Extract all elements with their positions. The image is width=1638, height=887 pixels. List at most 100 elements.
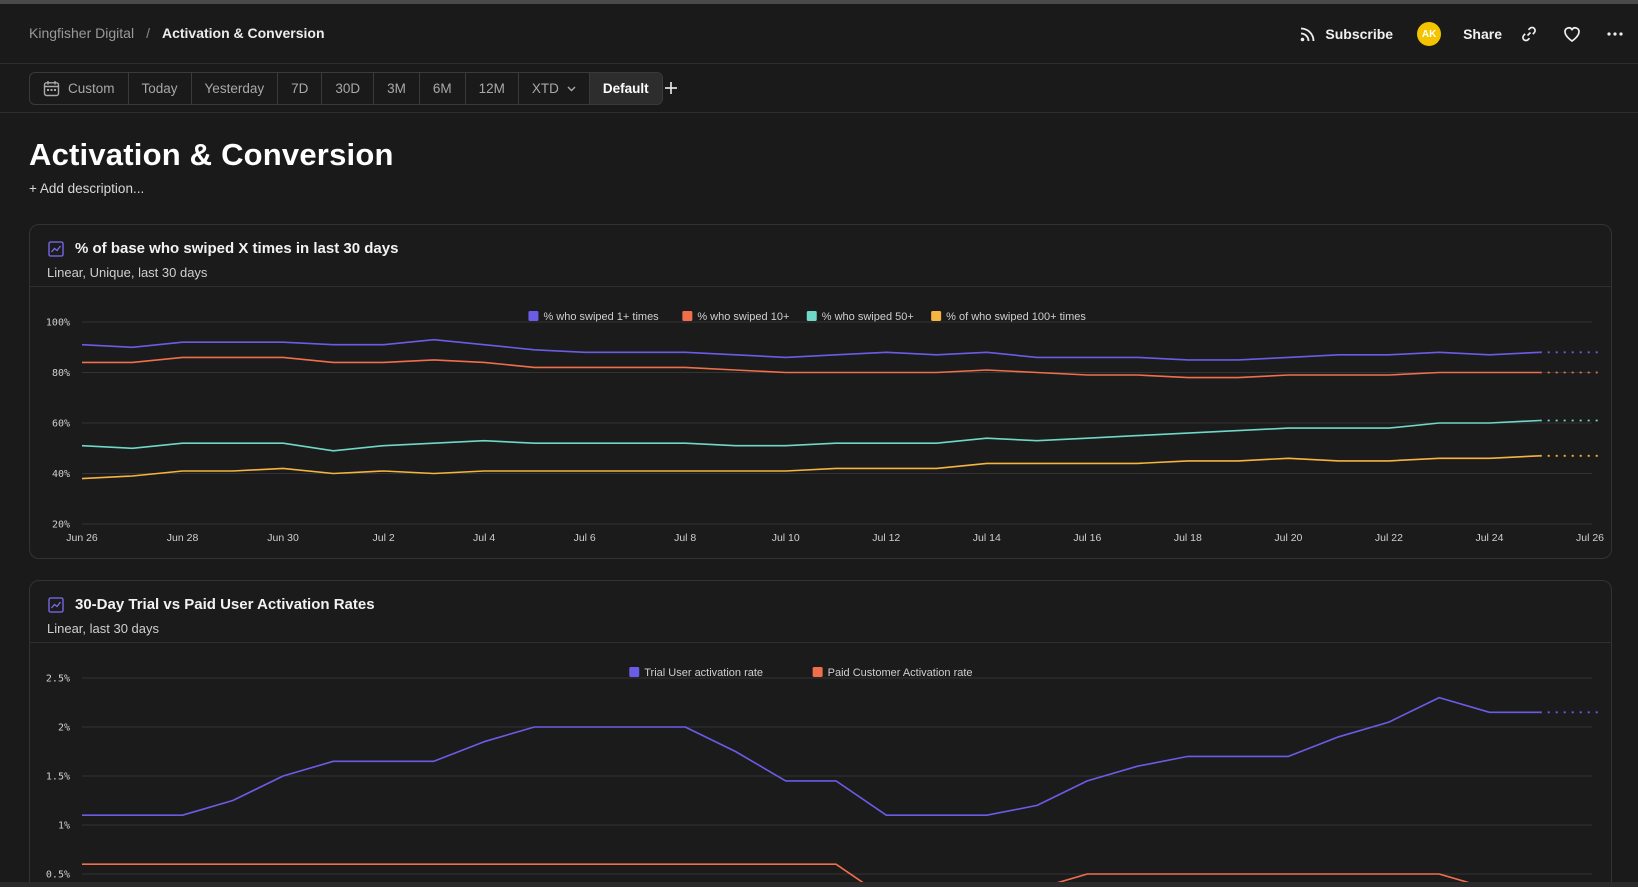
chart-card-activation: 30-Day Trial vs Paid User Activation Rat… [29, 580, 1612, 887]
legend-swatch [528, 311, 539, 321]
x-tick-label: Jul 24 [1475, 532, 1503, 544]
x-tick-label: Jun 30 [267, 532, 299, 544]
y-tick-label: 100% [46, 318, 70, 329]
legend-item[interactable]: % who swiped 50+ [806, 311, 914, 323]
x-tick-label: Jul 16 [1073, 532, 1101, 544]
legend-label: % who swiped 1+ times [543, 311, 659, 323]
calendar-icon [43, 80, 60, 97]
range-30d[interactable]: 30D [322, 73, 375, 104]
legend-item[interactable]: Trial User activation rate [629, 667, 763, 679]
date-range-group: Custom Today Yesterday 7D 30D 3M 6M 12M … [29, 72, 663, 105]
range-6m[interactable]: 6M [420, 73, 466, 104]
more-options-icon[interactable] [1606, 31, 1624, 37]
y-tick-label: 2.5% [46, 674, 70, 685]
x-tick-label: Jul 10 [772, 532, 800, 544]
window-top-edge [0, 0, 1638, 4]
link-icon[interactable] [1520, 25, 1538, 43]
x-tick-label: Jul 4 [473, 532, 495, 544]
card-header: 30-Day Trial vs Paid User Activation Rat… [30, 581, 1611, 643]
legend-swatch [629, 667, 640, 677]
series-line[interactable] [82, 863, 1540, 887]
range-custom-label: Custom [68, 81, 115, 96]
series-line[interactable] [82, 696, 1540, 816]
share-button[interactable]: Share [1463, 26, 1502, 42]
x-tick-label: Jul 8 [674, 532, 696, 544]
y-tick-label: 60% [52, 419, 70, 430]
breadcrumb-page: Activation & Conversion [161, 25, 325, 41]
line-chart-icon [48, 241, 64, 262]
range-3m[interactable]: 3M [374, 73, 420, 104]
card-header: % of base who swiped X times in last 30 … [30, 225, 1611, 287]
y-tick-label: 80% [52, 368, 70, 379]
range-7d[interactable]: 7D [278, 73, 323, 104]
legend-item[interactable]: Paid Customer Activation rate [812, 667, 973, 679]
add-filter-button[interactable] [659, 76, 683, 100]
y-tick-label: 1% [58, 821, 70, 832]
card-subtitle: Linear, Unique, last 30 days [47, 265, 208, 280]
series-line[interactable] [81, 455, 1540, 480]
chart-card-swipes: % of base who swiped X times in last 30 … [29, 224, 1612, 559]
breadcrumb-org[interactable]: Kingfisher Digital [29, 25, 135, 41]
legend-swatch [806, 311, 817, 321]
y-tick-label: 40% [52, 469, 70, 480]
range-12m[interactable]: 12M [466, 73, 519, 104]
heart-icon[interactable] [1562, 25, 1582, 43]
series-line[interactable] [82, 356, 1540, 379]
card-title[interactable]: % of base who swiped X times in last 30 … [75, 240, 399, 257]
legend-item[interactable]: % who swiped 1+ times [528, 311, 659, 323]
range-xtd[interactable]: XTD [519, 73, 590, 104]
range-default[interactable]: Default [589, 73, 662, 104]
date-range-toolbar: Custom Today Yesterday 7D 30D 3M 6M 12M … [0, 65, 1638, 113]
rss-icon [1299, 25, 1317, 43]
y-tick-label: 20% [52, 520, 70, 531]
y-tick-label: 0.5% [46, 870, 70, 881]
y-tick-label: 2% [58, 723, 70, 734]
legend-item[interactable]: % who swiped 10+ [682, 311, 789, 323]
x-tick-label: Jul 6 [574, 532, 596, 544]
x-tick-label: Jun 28 [167, 532, 199, 544]
x-tick-label: Jul 14 [973, 532, 1001, 544]
x-tick-label: Jun 26 [66, 532, 98, 544]
series-line[interactable] [81, 338, 1540, 361]
range-custom[interactable]: Custom [30, 73, 129, 104]
header-actions: Subscribe AK Share [1299, 4, 1638, 64]
x-tick-label: Jul 20 [1274, 532, 1302, 544]
top-header: Kingfisher Digital / Activation & Conver… [0, 4, 1638, 64]
plus-icon [664, 81, 678, 95]
breadcrumb: Kingfisher Digital / Activation & Conver… [29, 25, 325, 41]
x-tick-label: Jul 18 [1174, 532, 1202, 544]
chevron-down-icon [567, 86, 576, 92]
series-line[interactable] [81, 419, 1540, 452]
chart-legend: Trial User activation rate Paid Customer … [629, 667, 973, 679]
chart-legend: % who swiped 1+ times % who swiped 10+ % w… [528, 311, 1086, 323]
subscribe-label: Subscribe [1325, 26, 1394, 42]
range-xtd-label: XTD [531, 81, 559, 96]
legend-label: Trial User activation rate [644, 667, 763, 679]
y-tick-label: 1.5% [46, 772, 70, 783]
page-title: Activation & Conversion [29, 137, 394, 172]
legend-label: % who swiped 50+ [822, 311, 914, 323]
line-chart-swipes[interactable]: % who swiped 1+ times % who swiped 10+ % w… [30, 287, 1612, 559]
avatar[interactable]: AK [1417, 22, 1442, 46]
range-yesterday[interactable]: Yesterday [192, 73, 279, 104]
share-label: Share [1463, 26, 1502, 42]
legend-label: Paid Customer Activation rate [828, 667, 973, 679]
card-subtitle: Linear, last 30 days [47, 621, 160, 636]
legend-item[interactable]: % of who swiped 100+ times [931, 311, 1086, 323]
legend-swatch [682, 311, 693, 321]
add-description-link[interactable]: + Add description... [29, 181, 145, 196]
y-grid: 0.5% 1% 1.5% 2% 2.5% [46, 674, 1592, 881]
legend-swatch [812, 667, 823, 677]
subscribe-button[interactable]: Subscribe [1299, 25, 1393, 43]
card-title[interactable]: 30-Day Trial vs Paid User Activation Rat… [75, 596, 375, 613]
breadcrumb-separator: / [146, 25, 150, 41]
x-tick-label: Jul 12 [872, 532, 900, 544]
range-today[interactable]: Today [129, 73, 192, 104]
x-tick-label: Jul 2 [373, 532, 395, 544]
line-chart-activation[interactable]: Trial User activation rate Paid Customer … [30, 643, 1612, 887]
x-tick-label: Jul 22 [1375, 532, 1403, 544]
legend-label: % who swiped 10+ [697, 311, 789, 323]
y-grid: 20% 40% 60% 80% 100% [46, 318, 1592, 531]
x-axis: Jun 26 Jun 28 Jun 30 Jul 2 Jul 4 Jul 6 Jul 8 Ju… [66, 532, 1604, 544]
line-chart-icon [48, 597, 64, 618]
